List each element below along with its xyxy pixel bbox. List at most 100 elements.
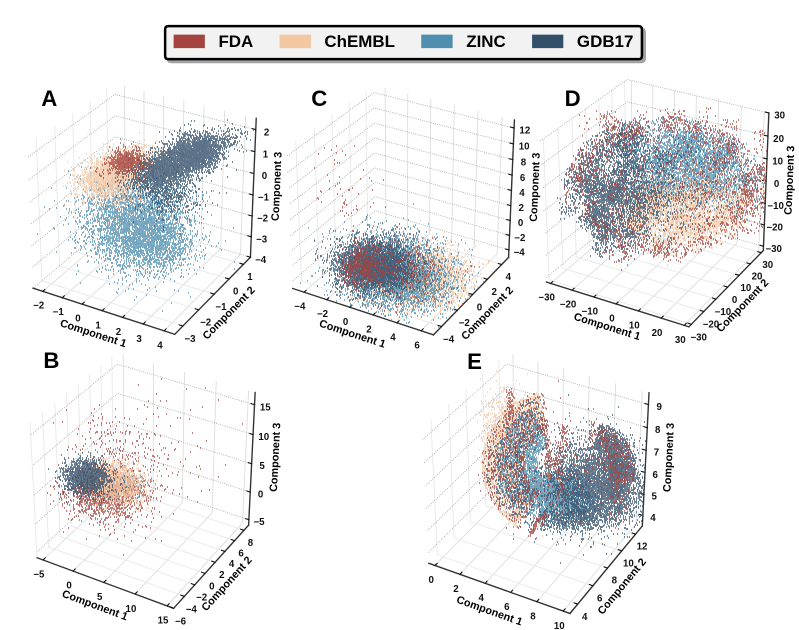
svg-text:10: 10 [772,157,783,168]
svg-text:1: 1 [95,320,101,331]
svg-text:−5: −5 [253,517,265,528]
svg-text:−30: −30 [765,244,782,255]
svg-text:2: 2 [519,203,525,214]
svg-text:10: 10 [258,432,269,443]
svg-text:8: 8 [248,538,254,549]
svg-text:−30: −30 [538,293,555,304]
svg-text:−5: −5 [33,569,45,580]
svg-text:−2: −2 [514,233,526,244]
svg-text:0: 0 [262,171,267,182]
svg-text:−2: −2 [33,301,45,312]
svg-text:6: 6 [504,602,510,613]
svg-text:−6: −6 [175,616,187,627]
svg-text:−10: −10 [767,201,784,212]
svg-text:−1: −1 [53,307,65,318]
svg-text:−4: −4 [443,335,455,346]
svg-text:ChEMBL: ChEMBL [324,32,395,51]
svg-text:Component 3: Component 3 [268,423,283,493]
svg-text:4: 4 [390,333,396,344]
svg-text:−3: −3 [256,234,268,245]
svg-text:0: 0 [774,179,779,190]
svg-text:6: 6 [597,594,603,605]
svg-text:0: 0 [477,302,482,313]
svg-text:0: 0 [609,314,614,325]
svg-text:6: 6 [238,548,244,559]
svg-text:−2: −2 [200,318,212,329]
svg-text:8: 8 [655,425,661,436]
svg-text:8: 8 [530,612,536,623]
svg-text:6: 6 [653,470,659,481]
svg-text:−2: −2 [459,318,471,329]
svg-text:−2: −2 [257,214,269,225]
svg-text:GDB17: GDB17 [577,32,633,51]
svg-text:0: 0 [343,317,348,328]
svg-text:30: 30 [774,111,785,122]
svg-text:9: 9 [656,402,662,413]
svg-text:30: 30 [675,335,686,346]
svg-text:15: 15 [158,616,169,627]
svg-text:−10: −10 [715,307,732,318]
svg-text:Component 3: Component 3 [661,423,676,493]
svg-text:−2: −2 [317,309,329,320]
svg-text:0: 0 [258,489,263,500]
svg-text:10: 10 [623,558,634,569]
svg-text:2: 2 [219,570,225,581]
svg-text:4: 4 [157,341,163,352]
svg-text:0: 0 [732,295,737,306]
svg-text:2: 2 [116,327,122,338]
svg-text:−30: −30 [690,332,707,343]
svg-text:−4: −4 [514,248,526,259]
svg-text:−20: −20 [766,223,783,234]
svg-text:0: 0 [233,287,238,298]
svg-text:0: 0 [209,581,214,592]
svg-text:1: 1 [263,149,269,160]
svg-text:12: 12 [519,126,530,137]
svg-text:10: 10 [554,621,565,630]
svg-text:10: 10 [519,142,530,153]
svg-text:2: 2 [491,287,497,298]
svg-text:3: 3 [136,334,142,345]
svg-text:2: 2 [366,325,372,336]
svg-text:−1: −1 [258,193,270,204]
svg-text:5: 5 [97,592,103,603]
svg-text:Component 3: Component 3 [528,152,543,222]
svg-text:4: 4 [229,559,235,570]
svg-text:−2: −2 [196,593,208,604]
svg-text:E: E [467,349,482,374]
svg-text:20: 20 [773,134,784,145]
svg-text:Component 3: Component 3 [783,145,798,215]
svg-text:−1: −1 [215,302,227,313]
svg-text:2: 2 [453,584,459,595]
svg-text:FDA: FDA [218,32,253,51]
svg-text:4: 4 [479,593,485,604]
svg-text:0: 0 [75,314,80,325]
svg-text:30: 30 [762,260,773,271]
svg-text:5: 5 [259,461,265,472]
svg-text:10: 10 [629,321,640,332]
svg-text:8: 8 [521,157,527,168]
svg-text:4: 4 [506,272,512,283]
svg-text:4: 4 [519,188,525,199]
svg-text:−4: −4 [186,604,198,615]
svg-text:8: 8 [612,576,618,587]
svg-text:−20: −20 [560,300,576,311]
svg-text:10: 10 [126,604,137,615]
svg-text:−10: −10 [582,306,598,317]
svg-text:−3: −3 [184,334,196,345]
svg-text:−20: −20 [703,319,720,330]
svg-text:A: A [41,86,57,111]
svg-text:4: 4 [650,513,656,524]
svg-text:−4: −4 [255,255,267,266]
svg-text:20: 20 [752,271,763,282]
svg-text:7: 7 [654,448,659,459]
svg-text:Component 3: Component 3 [270,152,285,222]
svg-text:6: 6 [414,341,420,352]
svg-text:C: C [311,86,327,111]
svg-text:D: D [565,86,581,111]
svg-text:6: 6 [520,173,526,184]
svg-text:4: 4 [582,612,588,623]
svg-text:10: 10 [741,283,752,294]
svg-text:−4: −4 [294,302,306,313]
svg-text:ZINC: ZINC [466,32,506,51]
svg-text:12: 12 [637,542,648,553]
